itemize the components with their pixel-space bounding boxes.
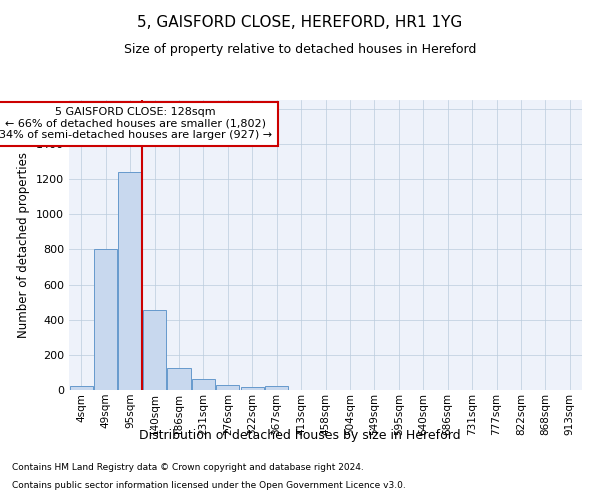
Bar	[94, 250, 117, 390]
Text: Contains HM Land Registry data © Crown copyright and database right 2024.: Contains HM Land Registry data © Crown c…	[12, 464, 364, 472]
Text: Size of property relative to detached houses in Hereford: Size of property relative to detached ho…	[124, 42, 476, 56]
Text: Distribution of detached houses by size in Hereford: Distribution of detached houses by size …	[139, 428, 461, 442]
Bar	[192, 378, 215, 390]
Text: 5, GAISFORD CLOSE, HEREFORD, HR1 1YG: 5, GAISFORD CLOSE, HEREFORD, HR1 1YG	[137, 15, 463, 30]
Bar	[265, 386, 288, 390]
Y-axis label: Number of detached properties: Number of detached properties	[17, 152, 31, 338]
Bar	[118, 172, 142, 390]
Bar	[241, 388, 264, 390]
Text: Contains public sector information licensed under the Open Government Licence v3: Contains public sector information licen…	[12, 481, 406, 490]
Text: 5 GAISFORD CLOSE: 128sqm
← 66% of detached houses are smaller (1,802)
34% of sem: 5 GAISFORD CLOSE: 128sqm ← 66% of detach…	[0, 108, 272, 140]
Bar	[216, 385, 239, 390]
Bar	[167, 368, 191, 390]
Bar	[143, 310, 166, 390]
Bar	[70, 386, 93, 390]
